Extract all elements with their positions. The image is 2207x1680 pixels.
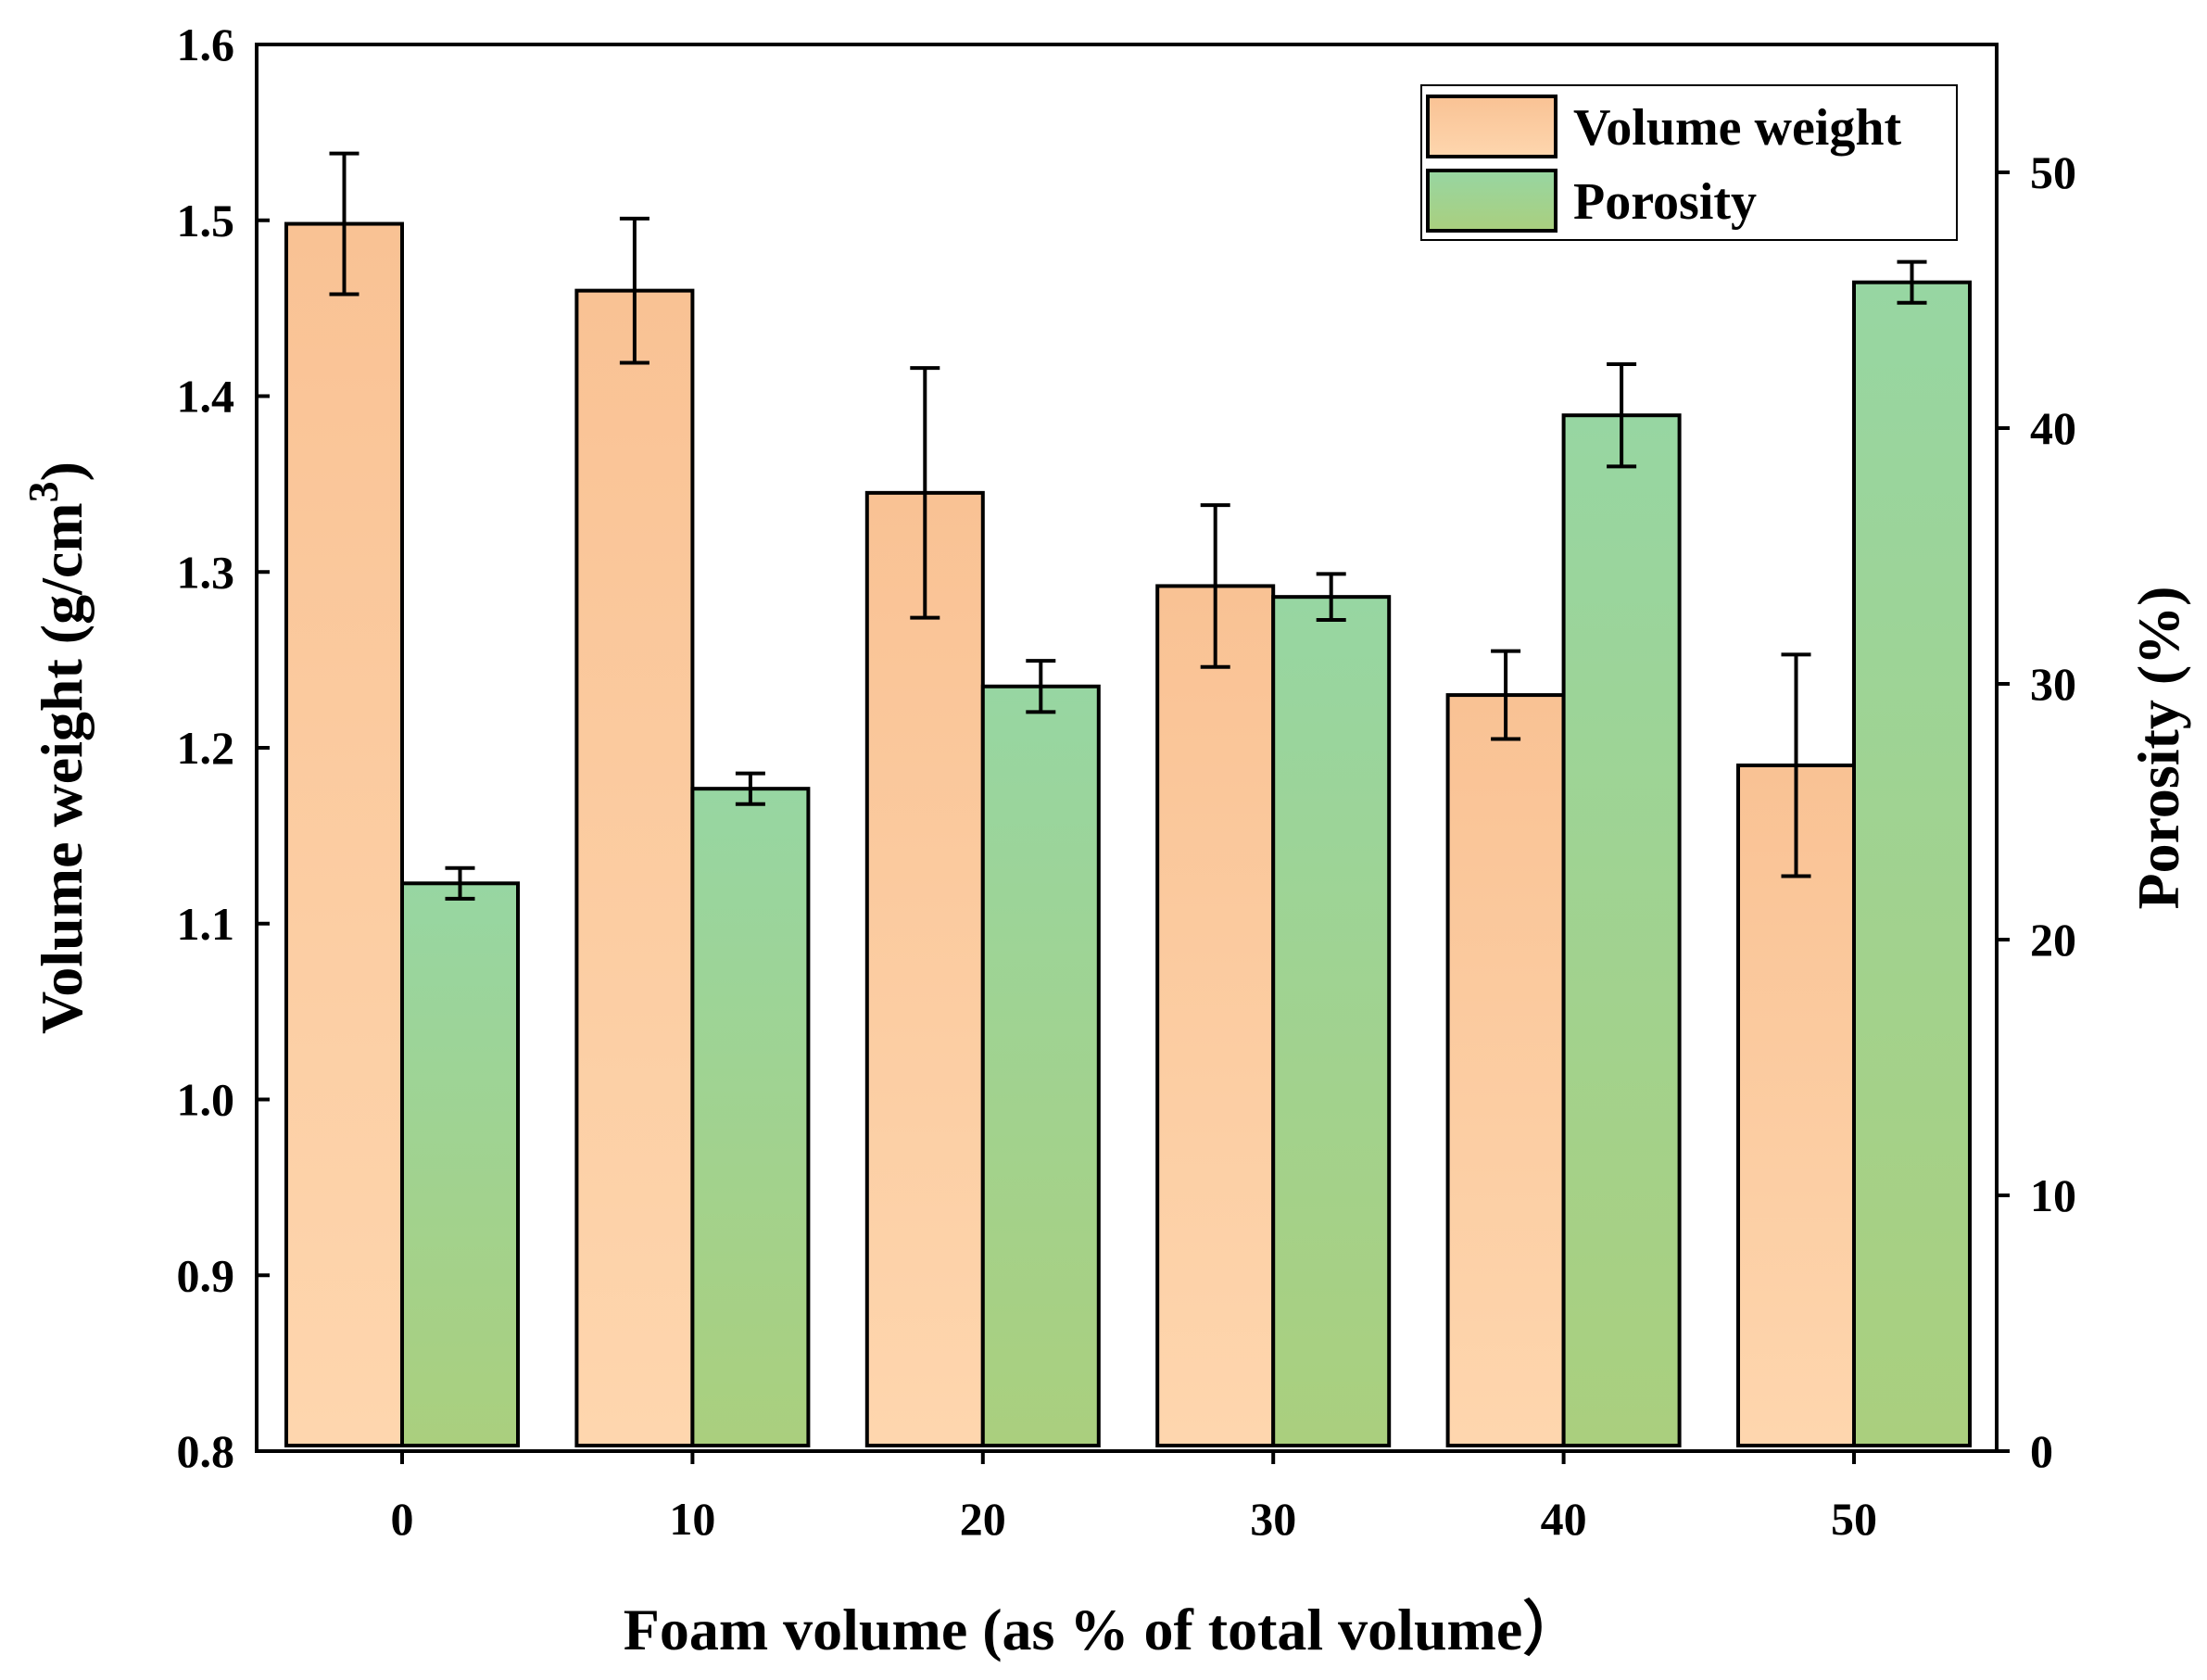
bar-porosity-40 bbox=[1561, 413, 1682, 1448]
x-tick-label-40: 40 bbox=[1541, 1493, 1587, 1545]
bar-volume-weight-0 bbox=[284, 221, 404, 1447]
left-tick-label-1.6: 1.6 bbox=[177, 19, 235, 70]
x-tick-label-50: 50 bbox=[1831, 1493, 1877, 1545]
left-tick-label-1.4: 1.4 bbox=[177, 371, 235, 423]
left-tick-label-1.1: 1.1 bbox=[177, 898, 235, 950]
error-bars-layer bbox=[329, 151, 1927, 901]
left-axis-title: Volume weight (g/cm3) bbox=[19, 461, 95, 1034]
left-tick-label-1.2: 1.2 bbox=[177, 722, 235, 774]
legend-label-volume-weight: Volume weight bbox=[1573, 99, 1902, 157]
right-tick-label-40: 40 bbox=[2030, 402, 2076, 454]
x-tick-label-10: 10 bbox=[669, 1493, 715, 1545]
legend-swatch-porosity bbox=[1426, 169, 1558, 233]
x-axis-title: Foam volume (as % of total volume） bbox=[624, 1597, 1583, 1662]
right-tick-label-20: 20 bbox=[2030, 914, 2076, 966]
bar-volume-weight-10 bbox=[574, 288, 695, 1447]
bar-porosity-20 bbox=[980, 684, 1101, 1447]
bar-volume-weight-40 bbox=[1445, 693, 1566, 1447]
x-tick-label-0: 0 bbox=[391, 1493, 414, 1545]
right-axis: 0 10 20 30 40 50 bbox=[1997, 146, 2076, 1477]
left-tick-label-0.9: 0.9 bbox=[177, 1249, 235, 1301]
right-tick-label-0: 0 bbox=[2030, 1425, 2053, 1477]
bars-layer bbox=[284, 221, 1972, 1448]
left-tick-label-0.8: 0.8 bbox=[177, 1425, 235, 1477]
x-tick-label-30: 30 bbox=[1250, 1493, 1296, 1545]
bar-porosity-10 bbox=[690, 787, 811, 1447]
left-tick-label-1.3: 1.3 bbox=[177, 546, 235, 598]
legend-label-porosity: Porosity bbox=[1573, 173, 1757, 231]
x-axis: 0 10 20 30 40 50 bbox=[391, 1451, 1877, 1545]
x-tick-label-20: 20 bbox=[960, 1493, 1006, 1545]
left-axis: 0.8 0.9 1.0 1.1 1.2 1.3 1.4 1.5 1.6 bbox=[177, 19, 270, 1477]
legend: Volume weight Porosity bbox=[1420, 84, 1958, 241]
right-tick-label-50: 50 bbox=[2030, 146, 2076, 198]
left-tick-label-1.0: 1.0 bbox=[177, 1074, 235, 1126]
right-tick-label-10: 10 bbox=[2030, 1169, 2076, 1221]
left-axis-title-main: Volume weight (g/cm bbox=[29, 502, 95, 1034]
bar-volume-weight-20 bbox=[864, 490, 985, 1447]
bar-porosity-30 bbox=[1271, 595, 1392, 1447]
right-axis-title: Porosity (%) bbox=[2125, 587, 2191, 910]
legend-swatch-volume-weight bbox=[1426, 95, 1558, 158]
left-axis-title-sup: 3 bbox=[19, 481, 67, 502]
left-axis-title-close: ) bbox=[29, 461, 95, 481]
bar-porosity-50 bbox=[1852, 280, 1972, 1447]
bar-volume-weight-30 bbox=[1155, 584, 1276, 1447]
bar-volume-weight-50 bbox=[1736, 763, 1856, 1447]
left-tick-label-1.5: 1.5 bbox=[177, 195, 235, 246]
bar-porosity-0 bbox=[400, 881, 520, 1447]
right-tick-label-30: 30 bbox=[2030, 658, 2076, 710]
